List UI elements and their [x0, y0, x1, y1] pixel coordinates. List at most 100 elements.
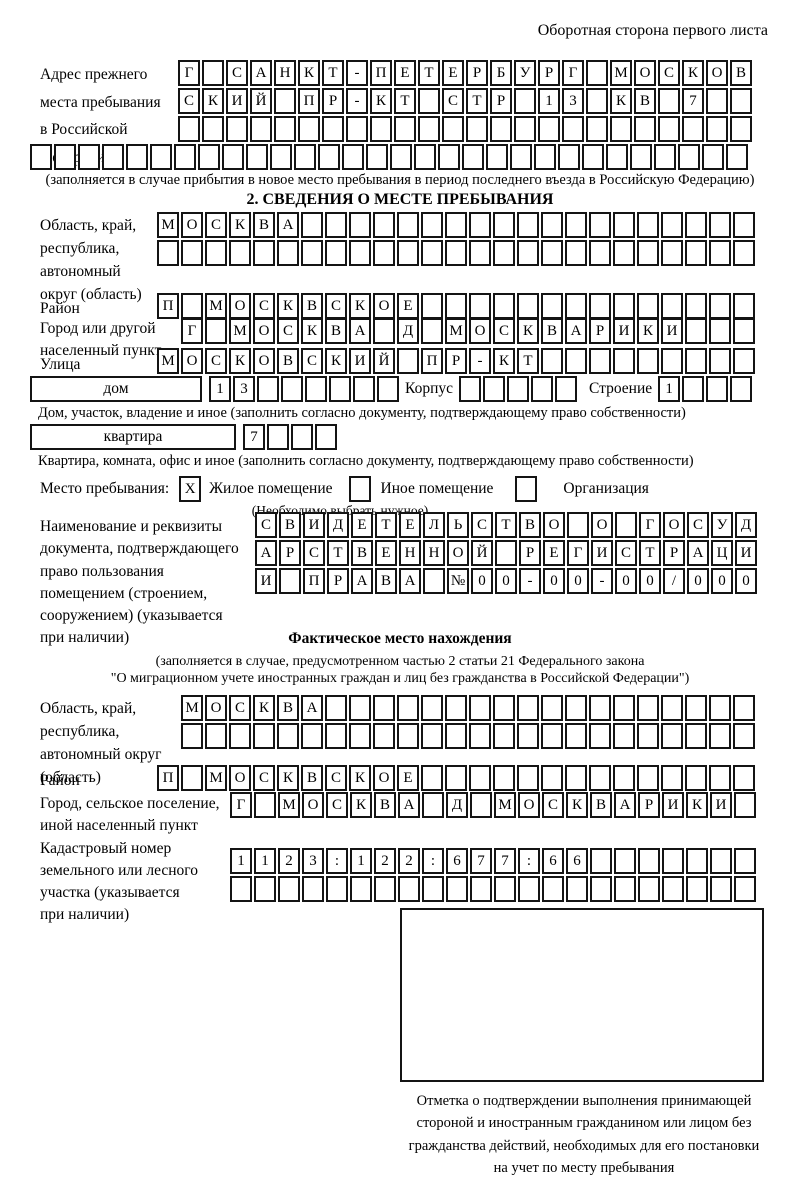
char-box[interactable]: Е — [543, 540, 565, 566]
char-box[interactable]: С — [542, 792, 564, 818]
char-box[interactable]: К — [370, 88, 392, 114]
char-box[interactable]: : — [326, 848, 348, 874]
char-box[interactable]: С — [303, 540, 325, 566]
char-box[interactable] — [562, 116, 584, 142]
char-box[interactable] — [229, 240, 251, 266]
char-box[interactable] — [54, 144, 76, 170]
char-box[interactable] — [634, 116, 656, 142]
char-box[interactable] — [397, 348, 419, 374]
char-box[interactable]: Н — [399, 540, 421, 566]
char-box[interactable] — [613, 293, 635, 319]
char-box[interactable]: 0 — [639, 568, 661, 594]
char-box[interactable]: В — [351, 540, 373, 566]
char-box[interactable]: Т — [322, 60, 344, 86]
char-box[interactable]: / — [663, 568, 685, 594]
char-box[interactable] — [709, 212, 731, 238]
char-box[interactable] — [685, 240, 707, 266]
char-box[interactable] — [709, 293, 731, 319]
char-box[interactable]: В — [730, 60, 752, 86]
char-box[interactable]: А — [250, 60, 272, 86]
char-box[interactable] — [661, 723, 683, 749]
char-box[interactable] — [685, 293, 707, 319]
char-box[interactable]: 0 — [543, 568, 565, 594]
char-box[interactable]: А — [687, 540, 709, 566]
char-box[interactable] — [277, 240, 299, 266]
char-box[interactable]: 1 — [254, 848, 276, 874]
char-box[interactable]: Д — [735, 512, 757, 538]
char-box[interactable]: С — [325, 293, 347, 319]
char-box[interactable] — [709, 765, 731, 791]
char-box[interactable]: 6 — [566, 848, 588, 874]
char-box[interactable] — [181, 293, 203, 319]
char-box[interactable] — [325, 212, 347, 238]
char-box[interactable] — [466, 116, 488, 142]
char-box[interactable]: К — [349, 765, 371, 791]
char-box[interactable] — [517, 765, 539, 791]
char-box[interactable] — [637, 293, 659, 319]
char-box[interactable] — [157, 240, 179, 266]
char-box[interactable]: Г — [230, 792, 252, 818]
char-box[interactable] — [702, 144, 724, 170]
char-box[interactable]: А — [399, 568, 421, 594]
char-box[interactable] — [490, 116, 512, 142]
char-box[interactable] — [586, 60, 608, 86]
char-box[interactable]: И — [349, 348, 371, 374]
char-box[interactable] — [397, 240, 419, 266]
char-box[interactable]: Г — [567, 540, 589, 566]
char-box[interactable] — [661, 293, 683, 319]
char-box[interactable] — [730, 116, 752, 142]
char-box[interactable] — [637, 240, 659, 266]
char-box[interactable] — [734, 876, 756, 902]
char-box[interactable] — [733, 318, 755, 344]
char-box[interactable]: Е — [394, 60, 416, 86]
char-box[interactable]: М — [610, 60, 632, 86]
char-box[interactable] — [418, 116, 440, 142]
char-box[interactable] — [418, 88, 440, 114]
char-box[interactable] — [541, 212, 563, 238]
char-box[interactable]: К — [277, 765, 299, 791]
char-box[interactable]: О — [253, 318, 275, 344]
char-box[interactable] — [349, 212, 371, 238]
char-box[interactable] — [30, 144, 52, 170]
char-box[interactable]: - — [591, 568, 613, 594]
char-box[interactable] — [613, 765, 635, 791]
char-box[interactable] — [254, 792, 276, 818]
char-box[interactable]: 0 — [471, 568, 493, 594]
char-box[interactable] — [709, 695, 731, 721]
char-box[interactable]: И — [255, 568, 277, 594]
char-box[interactable] — [325, 240, 347, 266]
char-box[interactable] — [229, 723, 251, 749]
char-box[interactable] — [298, 116, 320, 142]
char-box[interactable] — [610, 116, 632, 142]
char-box[interactable] — [613, 212, 635, 238]
char-box[interactable]: О — [469, 318, 491, 344]
char-box[interactable] — [661, 765, 683, 791]
char-box[interactable]: О — [663, 512, 685, 538]
char-box[interactable] — [414, 144, 436, 170]
char-box[interactable]: М — [181, 695, 203, 721]
char-box[interactable] — [514, 88, 536, 114]
char-box[interactable] — [590, 848, 612, 874]
char-box[interactable] — [353, 376, 375, 402]
char-box[interactable] — [495, 540, 517, 566]
char-box[interactable] — [589, 723, 611, 749]
char-box[interactable]: В — [325, 318, 347, 344]
char-box[interactable] — [517, 293, 539, 319]
char-box[interactable]: С — [255, 512, 277, 538]
char-box[interactable]: О — [205, 695, 227, 721]
char-box[interactable] — [730, 376, 753, 402]
char-box[interactable] — [373, 318, 395, 344]
char-box[interactable] — [230, 876, 252, 902]
char-box[interactable] — [423, 568, 445, 594]
char-box[interactable] — [222, 144, 244, 170]
char-box[interactable]: Н — [274, 60, 296, 86]
char-box[interactable] — [567, 512, 589, 538]
char-box[interactable] — [710, 848, 732, 874]
char-box[interactable]: И — [735, 540, 757, 566]
char-box[interactable]: Е — [375, 540, 397, 566]
char-box[interactable] — [682, 376, 705, 402]
char-box[interactable]: С — [493, 318, 515, 344]
char-box[interactable] — [685, 212, 707, 238]
char-box[interactable]: В — [374, 792, 396, 818]
char-box[interactable]: П — [421, 348, 443, 374]
